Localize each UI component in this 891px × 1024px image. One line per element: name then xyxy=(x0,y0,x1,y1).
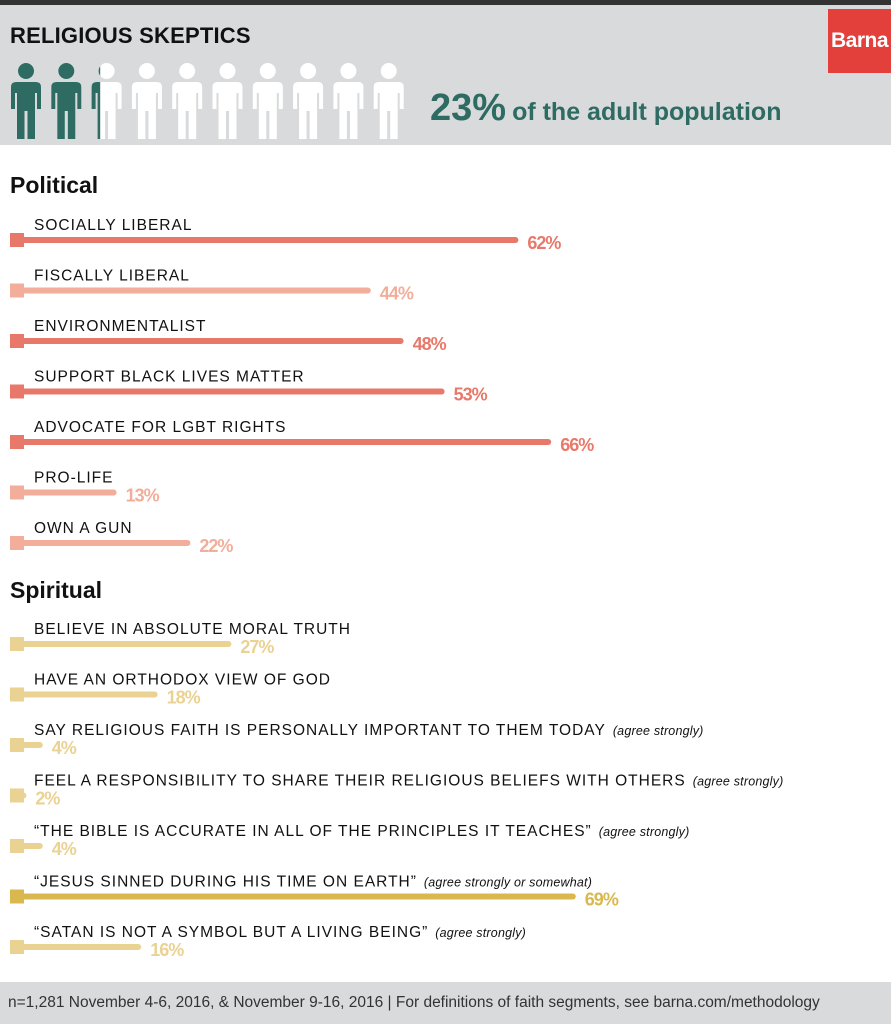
bar-label: ADVOCATE FOR LGBT RIGHTS xyxy=(34,419,287,436)
bar-label: “SATAN IS NOT A SYMBOL BUT A LIVING BEIN… xyxy=(34,924,526,941)
bar xyxy=(10,388,445,395)
bar xyxy=(10,338,404,344)
bar-label: “THE BIBLE IS ACCURATE IN ALL OF THE PRI… xyxy=(34,823,689,840)
value-label: 48% xyxy=(413,334,447,354)
bar xyxy=(10,742,43,748)
bar-label: BELIEVE IN ABSOLUTE MORAL TRUTH xyxy=(34,621,351,638)
bar xyxy=(10,691,158,698)
bar-label: SUPPORT BLACK LIVES MATTER xyxy=(34,369,305,386)
bar-chart: SOCIALLY LIBERAL 62% FISCALLY LIBERAL 44% EN… xyxy=(10,217,783,960)
person-icon xyxy=(11,63,41,139)
value-label: 22% xyxy=(199,536,233,556)
person-icon xyxy=(131,63,162,139)
bar xyxy=(10,843,43,849)
value-label: 53% xyxy=(454,385,488,405)
bar xyxy=(10,540,191,546)
value-label: 66% xyxy=(560,435,594,455)
bar xyxy=(10,439,552,445)
value-label: 16% xyxy=(150,940,184,960)
person-icon xyxy=(172,63,203,139)
header-panel: RELIGIOUS SKEPTICS Barna 23% of the adult… xyxy=(0,5,891,145)
value-label: 4% xyxy=(52,839,77,859)
bar-label: FEEL A RESPONSIBILITY TO SHARE THEIR REL… xyxy=(34,773,783,790)
page-title: RELIGIOUS SKEPTICS xyxy=(10,23,251,48)
bar xyxy=(10,237,519,243)
bar xyxy=(10,489,117,496)
bar-label: SOCIALLY LIBERAL xyxy=(34,217,192,234)
spiritual-section-title: Spiritual xyxy=(10,577,103,603)
person-icon xyxy=(51,63,82,139)
bar-label: “JESUS SINNED DURING HIS TIME ON EARTH”(… xyxy=(34,874,592,891)
person-icon xyxy=(212,63,243,139)
footnote: n=1,281 November 4-6, 2016, & November 9… xyxy=(8,994,820,1011)
person-icon xyxy=(91,63,122,139)
person-icon xyxy=(373,63,404,139)
bar-label: OWN A GUN xyxy=(34,520,133,537)
value-label: 4% xyxy=(52,738,77,758)
value-label: 13% xyxy=(126,486,160,506)
person-icon xyxy=(252,63,283,139)
top-border xyxy=(0,0,891,5)
political-section-title: Political xyxy=(10,172,99,198)
value-label: 27% xyxy=(240,637,274,657)
footer-bar: n=1,281 November 4-6, 2016, & November 9… xyxy=(0,982,891,1024)
bar-label: HAVE AN ORTHODOX VIEW OF GOD xyxy=(34,672,331,689)
barna-logo: Barna xyxy=(828,9,891,73)
population-text: of the adult population xyxy=(512,98,782,126)
value-label: 62% xyxy=(527,233,561,253)
bar xyxy=(10,893,576,900)
bar-label: SAY RELIGIOUS FAITH IS PERSONALLY IMPORT… xyxy=(34,722,704,739)
bar-label: PRO-LIFE xyxy=(34,470,113,487)
population-percent: 23% xyxy=(430,87,507,129)
bar xyxy=(10,792,27,799)
bar-label: FISCALLY LIBERAL xyxy=(34,268,190,285)
value-label: 18% xyxy=(167,688,201,708)
population-icon-row xyxy=(11,63,404,139)
person-icon xyxy=(333,63,364,139)
population-stat: 23% of the adult population xyxy=(430,87,781,130)
bar-label: ENVIRONMENTALIST xyxy=(34,318,206,335)
person-icon xyxy=(293,63,324,139)
value-label: 69% xyxy=(585,890,619,910)
bar xyxy=(10,944,142,950)
value-label: 2% xyxy=(35,789,60,809)
bar xyxy=(10,641,232,647)
bar xyxy=(10,287,371,294)
value-label: 44% xyxy=(380,284,414,304)
